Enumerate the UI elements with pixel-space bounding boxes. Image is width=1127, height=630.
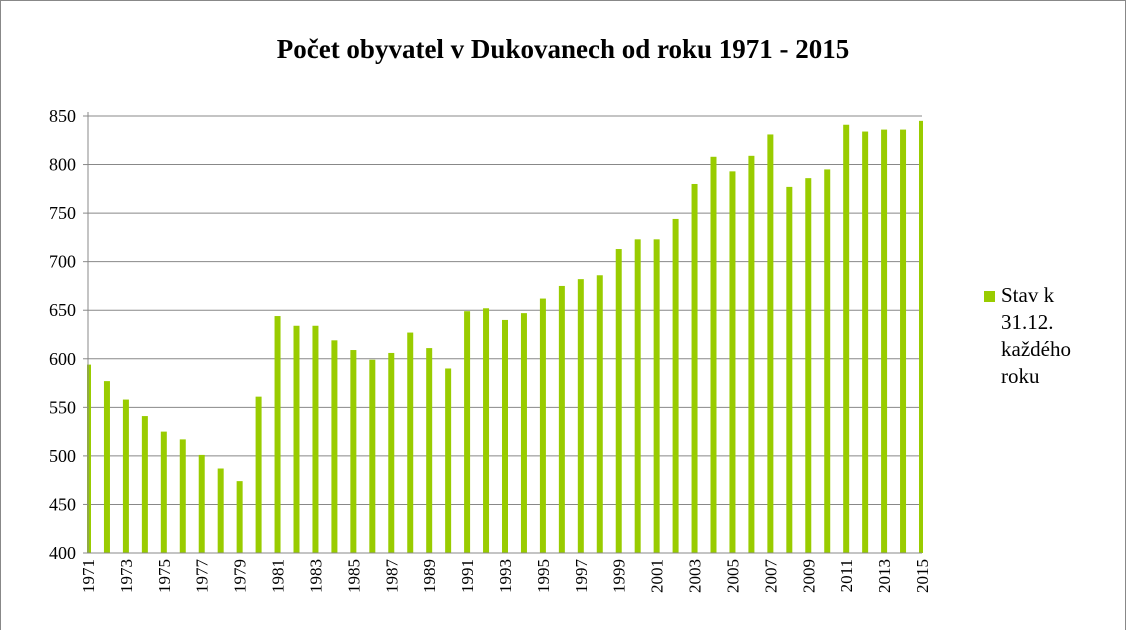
x-tick-label: 1979: [231, 559, 250, 593]
bar: [596, 275, 603, 553]
bar: [520, 313, 527, 553]
bar: [843, 124, 850, 554]
legend-swatch: [984, 291, 995, 302]
bar: [426, 348, 433, 553]
x-tick-label: 1981: [269, 559, 288, 593]
bar: [236, 481, 243, 553]
y-tick-label: 400: [49, 543, 76, 563]
x-tick-label: 1985: [344, 559, 363, 593]
x-tick-label: 1997: [572, 559, 591, 594]
x-tick-label: 1983: [306, 559, 325, 593]
x-tick-label: 1989: [420, 559, 439, 593]
bar: [729, 171, 736, 553]
bar: [312, 325, 319, 553]
bar: [369, 359, 376, 553]
bar: [87, 364, 91, 553]
bar: [445, 368, 452, 553]
bar: [331, 340, 338, 553]
bar: [900, 129, 907, 553]
bar: [634, 239, 641, 553]
bar: [862, 131, 869, 553]
x-tick-label: 1995: [534, 559, 553, 593]
bar: [748, 155, 755, 553]
x-tick-label: 1999: [610, 559, 629, 593]
y-tick-label: 700: [49, 252, 76, 272]
bar: [824, 169, 831, 553]
bar: [805, 178, 812, 553]
bar: [881, 129, 888, 553]
x-tick-label: 2013: [875, 559, 894, 593]
chart-title: Počet obyvatel v Dukovanech od roku 1971…: [277, 34, 850, 64]
y-tick-label: 800: [49, 155, 76, 175]
x-tick-label: 1993: [496, 559, 515, 593]
bar: [198, 454, 205, 553]
bar: [293, 325, 300, 553]
bar: [672, 218, 679, 553]
x-tick-label: 2011: [837, 559, 856, 592]
x-tick-label: 1991: [458, 559, 477, 593]
bar: [577, 279, 584, 553]
bar: [691, 183, 698, 553]
x-tick-label: 2009: [799, 559, 818, 593]
y-tick-label: 750: [49, 203, 76, 223]
bar: [217, 468, 224, 553]
bar: [464, 311, 471, 553]
y-tick-label: 850: [49, 106, 76, 126]
bar: [539, 298, 546, 553]
bar: [103, 381, 110, 553]
bar: [255, 396, 262, 553]
x-tick-label: 2003: [686, 559, 705, 593]
y-tick-label: 600: [49, 349, 76, 369]
x-tick-label: 1971: [79, 559, 98, 593]
legend-label: Stav k 31.12. každého roku: [1001, 283, 1071, 388]
x-tick-label: 2015: [913, 559, 932, 593]
bar: [350, 350, 357, 553]
x-tick-label: 1987: [382, 559, 401, 594]
bar: [407, 332, 414, 553]
bar: [767, 134, 774, 553]
y-tick-label: 500: [49, 446, 76, 466]
bar: [274, 316, 281, 553]
x-tick-label: 1973: [117, 559, 136, 593]
bar: [710, 156, 717, 553]
legend: Stav k 31.12. každého roku: [984, 282, 1114, 390]
bar: [483, 308, 490, 553]
bar: [615, 249, 622, 553]
bar: [160, 431, 167, 553]
bar: [786, 186, 793, 553]
y-tick-label: 650: [49, 300, 76, 320]
bar: [502, 319, 508, 553]
bar: [179, 439, 186, 553]
bar: [122, 399, 129, 553]
x-tick-label: 1975: [155, 559, 174, 593]
bar: [919, 120, 923, 553]
bar: [141, 416, 148, 553]
bar: [558, 285, 565, 553]
x-tick-label: 2001: [648, 559, 667, 593]
y-tick-label: 450: [49, 494, 76, 514]
y-tick-label: 550: [49, 397, 76, 417]
x-tick-label: 1977: [193, 559, 212, 594]
x-tick-label: 2007: [761, 559, 780, 594]
x-tick-label: 2005: [723, 559, 742, 593]
bar: [653, 239, 660, 553]
bar: [388, 352, 395, 553]
